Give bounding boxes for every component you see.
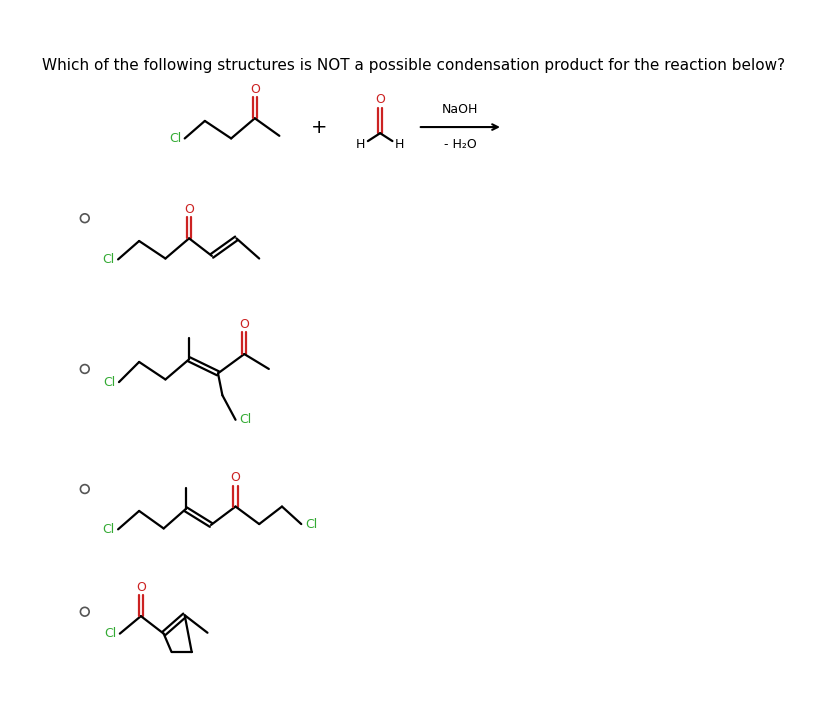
- Text: Cl: Cl: [239, 414, 251, 427]
- Text: Which of the following structures is NOT a possible condensation product for the: Which of the following structures is NOT…: [42, 58, 785, 73]
- Text: Cl: Cl: [169, 132, 181, 145]
- Text: O: O: [231, 471, 241, 484]
- Text: O: O: [184, 203, 194, 216]
- Text: O: O: [136, 581, 146, 594]
- Text: H: H: [356, 138, 366, 151]
- Text: O: O: [250, 83, 260, 96]
- Text: +: +: [311, 119, 327, 137]
- Text: NaOH: NaOH: [442, 103, 479, 116]
- Text: - H₂O: - H₂O: [444, 138, 476, 151]
- Text: Cl: Cl: [103, 253, 115, 266]
- Text: O: O: [239, 317, 249, 330]
- Text: Cl: Cl: [104, 627, 117, 640]
- Text: Cl: Cl: [103, 375, 116, 388]
- Text: Cl: Cl: [103, 523, 115, 536]
- Text: Cl: Cl: [305, 518, 317, 531]
- Text: H: H: [394, 138, 404, 151]
- Text: O: O: [375, 93, 385, 106]
